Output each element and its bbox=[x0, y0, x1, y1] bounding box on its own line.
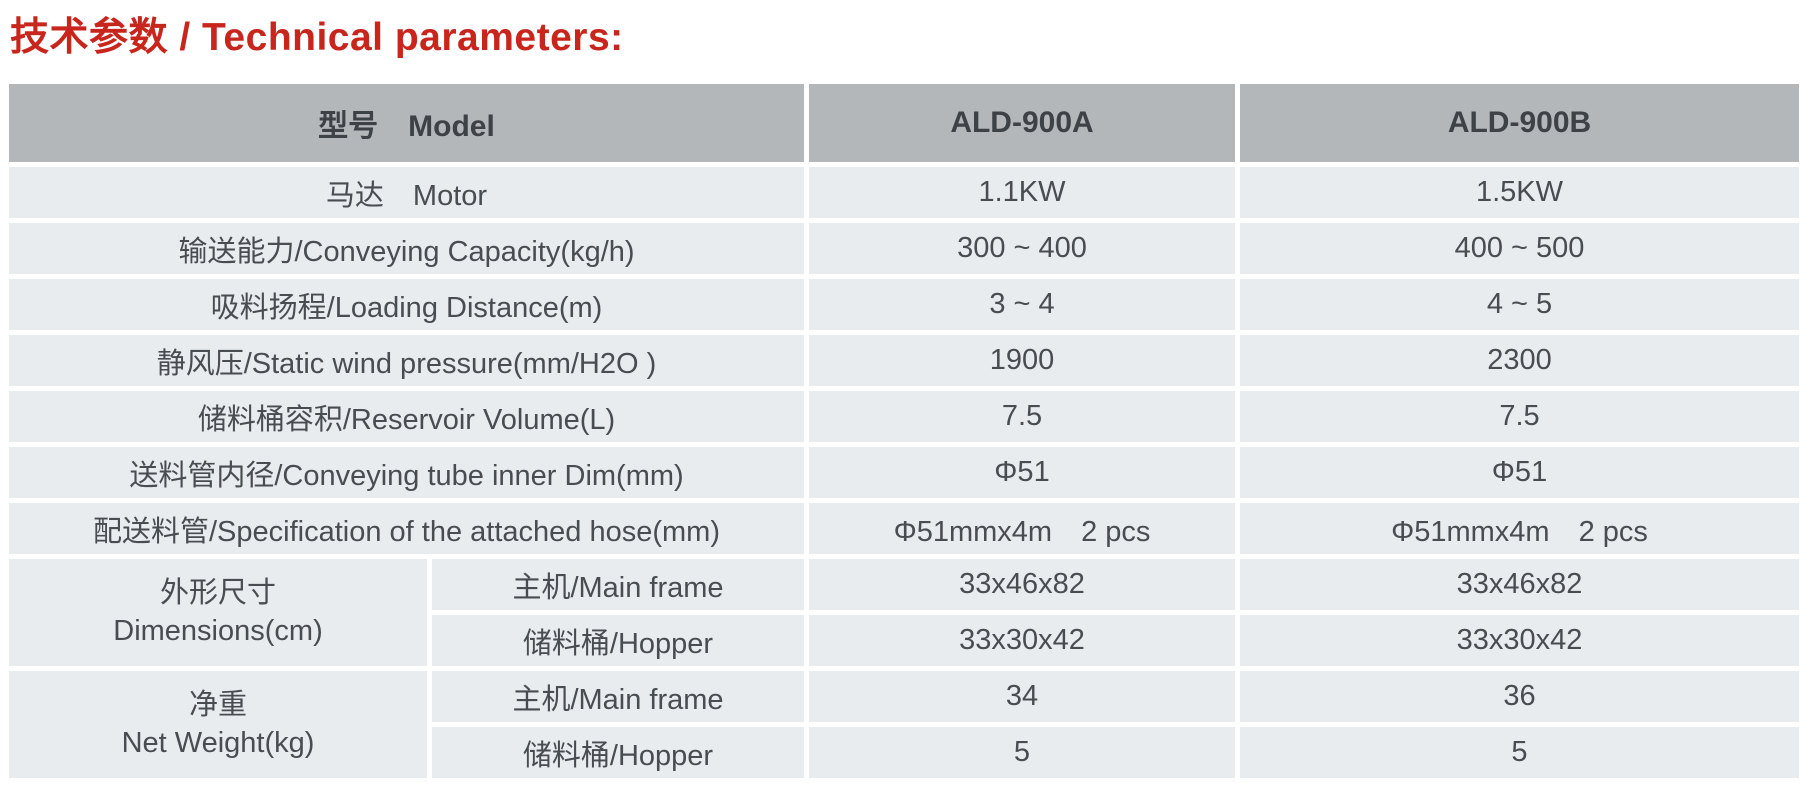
dimensions-group-label-cell: 外形尺寸 Dimensions(cm) bbox=[9, 559, 427, 666]
subrow-label-cell: 储料桶/Hopper bbox=[432, 615, 804, 666]
dimensions-label-en: Dimensions(cm) bbox=[113, 614, 323, 647]
table-row-weight-hopper: 储料桶/Hopper 5 5 bbox=[9, 727, 1799, 778]
net-weight-label-cn: 净重 bbox=[188, 689, 247, 722]
spec-value-cell: 36 bbox=[1240, 671, 1799, 722]
table-row: 静风压/Static wind pressure(mm/H2O ) 1900 2… bbox=[9, 335, 1799, 386]
spec-value-cell: 400 ~ 500 bbox=[1240, 223, 1799, 274]
spec-label-cell: 输送能力/Conveying Capacity(kg/h) bbox=[9, 223, 804, 274]
spec-value-cell: 34 bbox=[809, 671, 1235, 722]
spec-value-cell: 1900 bbox=[809, 335, 1235, 386]
table-row: 吸料扬程/Loading Distance(m) 3 ~ 4 4 ~ 5 bbox=[9, 279, 1799, 330]
table-row: 储料桶容积/Reservoir Volume(L) 7.5 7.5 bbox=[9, 391, 1799, 442]
subrow-label-cell: 主机/Main frame bbox=[432, 559, 804, 610]
table-row: 配送料管/Specification of the attached hose(… bbox=[9, 503, 1799, 554]
spec-value-cell: 33x30x42 bbox=[809, 615, 1235, 666]
net-weight-group-label-cell: 净重 Net Weight(kg) bbox=[9, 671, 427, 778]
model-header-cell: 型号 Model bbox=[9, 84, 804, 162]
spec-label-cell: 静风压/Static wind pressure(mm/H2O ) bbox=[9, 335, 804, 386]
spec-label-cell: 吸料扬程/Loading Distance(m) bbox=[9, 279, 804, 330]
spec-label-cell: 马达 Motor bbox=[9, 167, 804, 218]
table-row: 马达 Motor 1.1KW 1.5KW bbox=[9, 167, 1799, 218]
spec-value-cell: 2300 bbox=[1240, 335, 1799, 386]
spec-value-cell: 5 bbox=[809, 727, 1235, 778]
spec-value-cell: 33x46x82 bbox=[1240, 559, 1799, 610]
model-a-header-cell: ALD-900A bbox=[809, 84, 1235, 162]
spec-table: 型号 Model ALD-900A ALD-900B 马达 Motor 1.1K… bbox=[4, 79, 1804, 783]
model-b-header-cell: ALD-900B bbox=[1240, 84, 1799, 162]
table-row-dimensions-mainframe: 外形尺寸 Dimensions(cm) 主机/Main frame 33x46x… bbox=[9, 559, 1799, 666]
table-row-weight-mainframe: 净重 Net Weight(kg) 主机/Main frame 34 36 bbox=[9, 671, 1799, 778]
spec-value-cell: Φ51 bbox=[1240, 447, 1799, 498]
spec-value-cell: 1.1KW bbox=[809, 167, 1235, 218]
spec-value-cell: Φ51mmx4m 2 pcs bbox=[809, 503, 1235, 554]
spec-value-cell: 300 ~ 400 bbox=[809, 223, 1235, 274]
spec-value-cell: Φ51 bbox=[809, 447, 1235, 498]
spec-value-cell: 5 bbox=[1240, 727, 1799, 778]
spec-label-cell: 配送料管/Specification of the attached hose(… bbox=[9, 503, 804, 554]
page-title: 技术参数 / Technical parameters: bbox=[10, 16, 624, 59]
spec-value-cell: 3 ~ 4 bbox=[809, 279, 1235, 330]
dimensions-label-cn: 外形尺寸 bbox=[159, 577, 276, 610]
spec-value-cell: Φ51mmx4m 2 pcs bbox=[1240, 503, 1799, 554]
table-row-dimensions-hopper: 储料桶/Hopper 33x30x42 33x30x42 bbox=[9, 615, 1799, 666]
spec-value-cell: 33x46x82 bbox=[809, 559, 1235, 610]
subrow-label-cell: 主机/Main frame bbox=[432, 671, 804, 722]
spec-value-cell: 33x30x42 bbox=[1240, 615, 1799, 666]
spec-value-cell: 1.5KW bbox=[1240, 167, 1799, 218]
subrow-label-cell: 储料桶/Hopper bbox=[432, 727, 804, 778]
spec-value-cell: 7.5 bbox=[809, 391, 1235, 442]
spec-value-cell: 4 ~ 5 bbox=[1240, 279, 1799, 330]
table-row: 送料管内径/Conveying tube inner Dim(mm) Φ51 Φ… bbox=[9, 447, 1799, 498]
spec-label-cell: 送料管内径/Conveying tube inner Dim(mm) bbox=[9, 447, 804, 498]
net-weight-label-en: Net Weight(kg) bbox=[121, 726, 315, 759]
spec-label-cell: 储料桶容积/Reservoir Volume(L) bbox=[9, 391, 804, 442]
table-row: 输送能力/Conveying Capacity(kg/h) 300 ~ 400 … bbox=[9, 223, 1799, 274]
spec-value-cell: 7.5 bbox=[1240, 391, 1799, 442]
table-header-row: 型号 Model ALD-900A ALD-900B bbox=[9, 84, 1799, 162]
